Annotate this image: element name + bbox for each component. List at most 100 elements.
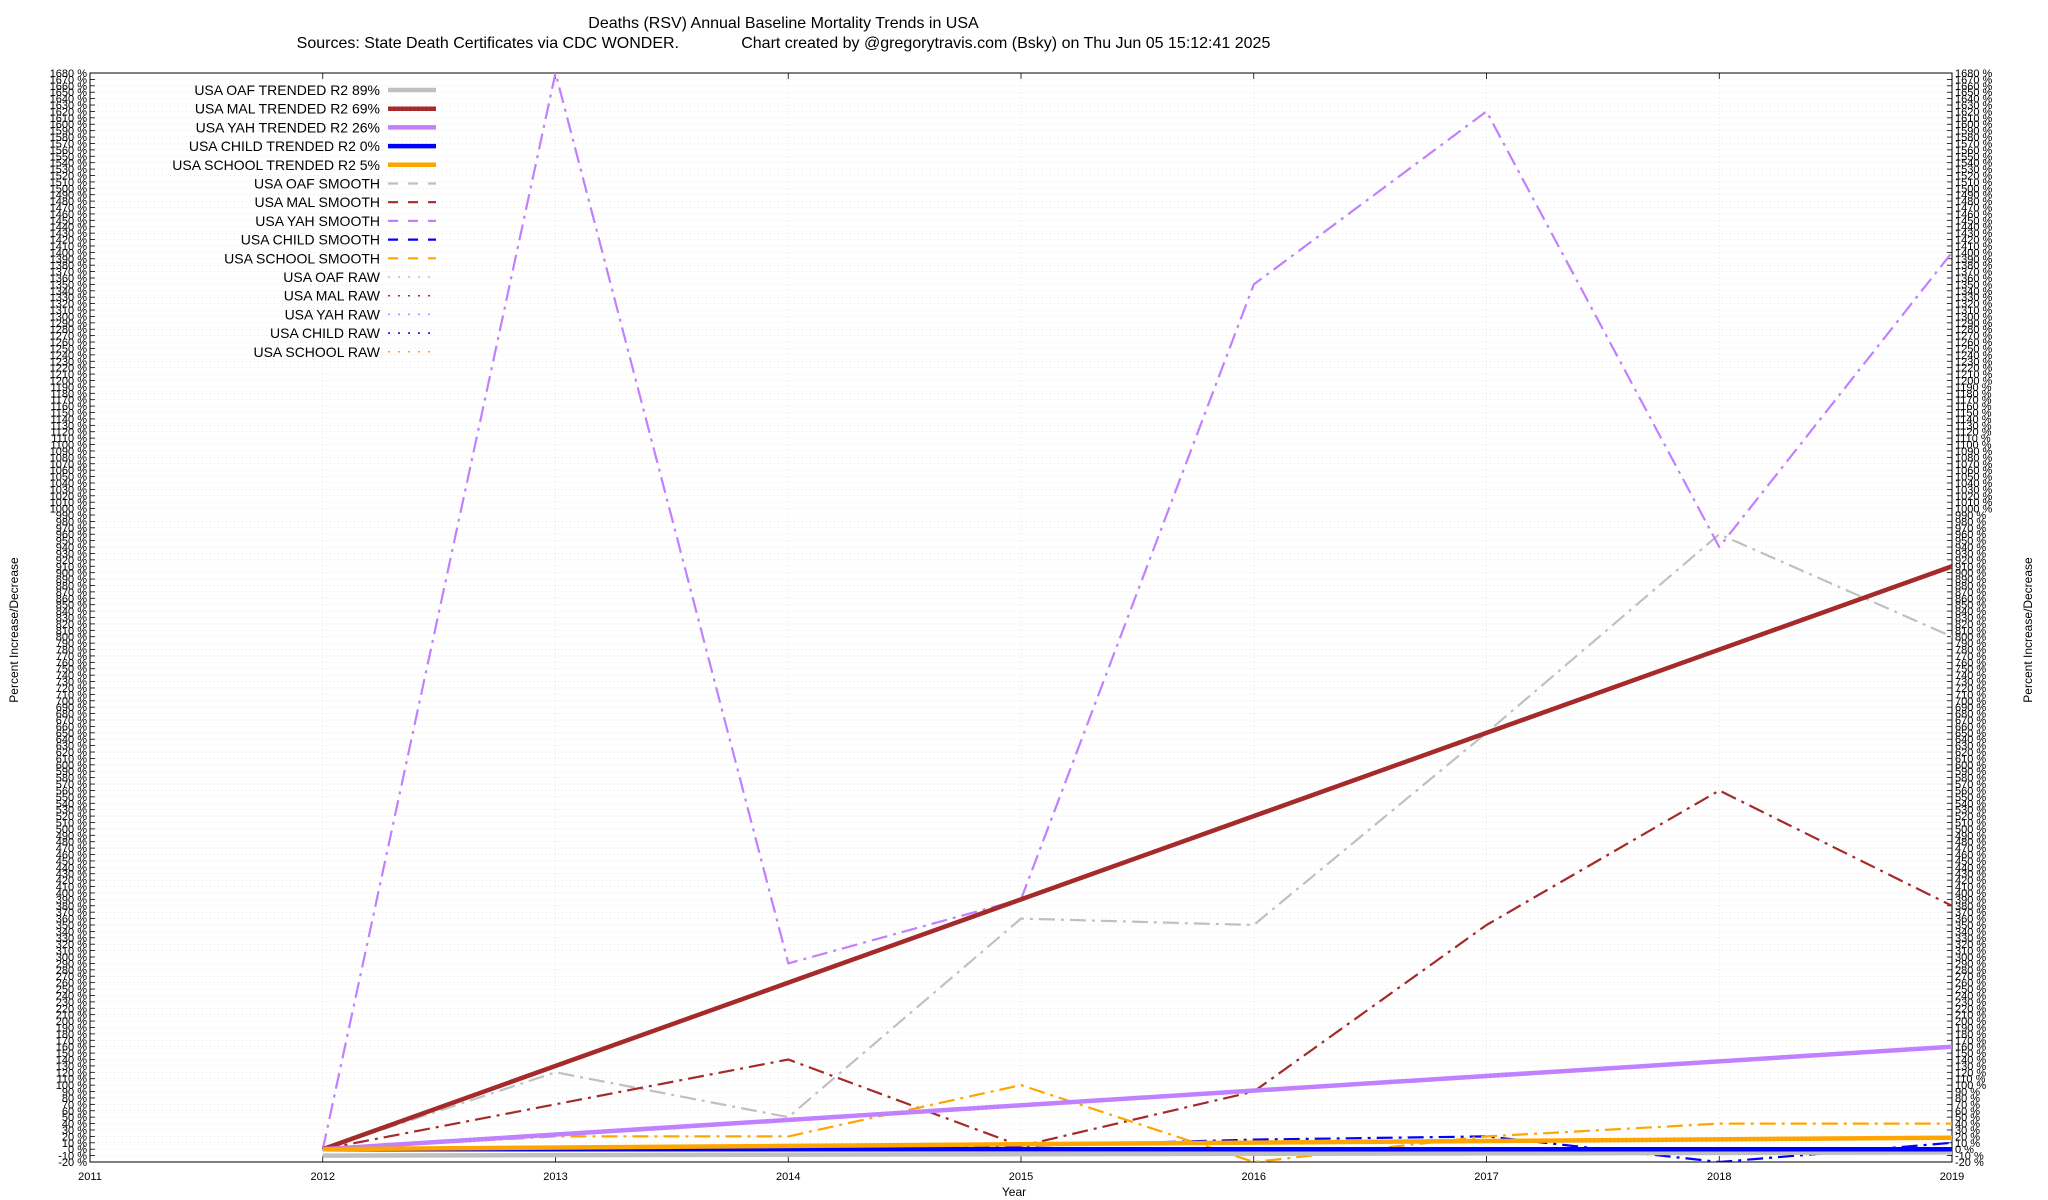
y2-tick-label: 1460 % bbox=[1955, 209, 1993, 221]
y2-tick-label: 1070 % bbox=[1955, 459, 1993, 471]
y-tick-label: 1230 % bbox=[50, 356, 88, 368]
y2-tick-label: 620 % bbox=[1955, 747, 1986, 759]
y2-tick-label: 650 % bbox=[1955, 728, 1986, 740]
y-tick-label: 370 % bbox=[56, 907, 87, 919]
y-tick-label: 850 % bbox=[56, 600, 87, 612]
x-tick-label: 2016 bbox=[1242, 1171, 1266, 1183]
y2-tick-label: 640 % bbox=[1955, 734, 1986, 746]
y2-tick-label: 170 % bbox=[1955, 1035, 1986, 1047]
y2-tick-label: 380 % bbox=[1955, 901, 1986, 913]
series-usa-school-smooth bbox=[322, 1083, 1952, 1162]
legend-label: USA CHILD SMOOTH bbox=[241, 232, 380, 248]
y-tick-label: 1360 % bbox=[50, 273, 88, 285]
y-tick-label: 320 % bbox=[56, 939, 87, 951]
y-tick-label: 500 % bbox=[56, 824, 87, 836]
y-tick-label: 430 % bbox=[56, 869, 87, 881]
y-tick-label: 540 % bbox=[56, 798, 87, 810]
y2-tick-label: 1100 % bbox=[1955, 440, 1992, 452]
y-tick-label: 770 % bbox=[56, 651, 87, 663]
y-tick-label: 380 % bbox=[56, 901, 87, 913]
y-tick-label: 840 % bbox=[56, 606, 87, 618]
y-tick-label: 140 % bbox=[56, 1055, 87, 1067]
y2-tick-label: 220 % bbox=[1955, 1003, 1986, 1015]
x-tick-label: 2019 bbox=[1940, 1171, 1964, 1183]
y-tick-label: 230 % bbox=[56, 997, 87, 1009]
y-tick-label: 1350 % bbox=[50, 279, 88, 291]
y2-tick-label: 1170 % bbox=[1955, 395, 1992, 407]
y2-tick-label: 1610 % bbox=[1955, 113, 1993, 125]
y-tick-label: 100 % bbox=[56, 1080, 87, 1092]
y2-tick-label: 1540 % bbox=[1955, 158, 1993, 170]
y2-tick-label: 1210 % bbox=[1955, 369, 1993, 381]
y-tick-label: 1580 % bbox=[50, 132, 88, 144]
y2-tick-label: 780 % bbox=[1955, 645, 1986, 657]
y2-tick-label: 1580 % bbox=[1955, 132, 1993, 144]
y-tick-label: 1290 % bbox=[50, 318, 88, 330]
y-tick-label: 260 % bbox=[56, 978, 87, 990]
y2-tick-label: 1400 % bbox=[1955, 247, 1993, 259]
y2-tick-label: 910 % bbox=[1955, 561, 1986, 573]
y-tick-label: 340 % bbox=[56, 926, 87, 938]
y-tick-label: 690 % bbox=[56, 702, 87, 714]
y2-tick-label: 1040 % bbox=[1955, 478, 1993, 490]
y2-tick-label: 40 % bbox=[1955, 1119, 1980, 1131]
y2-tick-label: 360 % bbox=[1955, 914, 1986, 926]
y2-tick-label: 1430 % bbox=[1955, 228, 1993, 240]
y2-tick-label: 260 % bbox=[1955, 978, 1986, 990]
y-tick-label: 640 % bbox=[56, 734, 87, 746]
y-tick-label: 800 % bbox=[56, 632, 87, 644]
y-tick-label: 390 % bbox=[56, 894, 87, 906]
y2-tick-label: 1470 % bbox=[1955, 203, 1993, 215]
x-tick-label: 2017 bbox=[1474, 1171, 1498, 1183]
y2-tick-label: 1410 % bbox=[1955, 241, 1993, 253]
y2-tick-label: 1500 % bbox=[1955, 183, 1993, 195]
y-tick-label: 1050 % bbox=[50, 472, 88, 484]
y-tick-label: 620 % bbox=[56, 747, 87, 759]
y2-tick-label: 1330 % bbox=[1955, 292, 1993, 304]
y-tick-label: 1200 % bbox=[50, 375, 88, 387]
y2-tick-label: 1270 % bbox=[1955, 331, 1993, 343]
y2-tick-label: 1650 % bbox=[1955, 87, 1993, 99]
chart-title: Deaths (RSV) Annual Baseline Mortality T… bbox=[588, 15, 979, 32]
y-tick-label: 950 % bbox=[56, 536, 87, 548]
y2-tick-label: 930 % bbox=[1955, 548, 1986, 560]
y2-tick-label: 1680 % bbox=[1955, 68, 1993, 80]
y-tick-label: 590 % bbox=[56, 766, 87, 778]
y2-tick-label: 560 % bbox=[1955, 785, 1986, 797]
y-tick-label: 0 % bbox=[68, 1144, 87, 1156]
y2-tick-label: 1670 % bbox=[1955, 74, 1993, 86]
y2-tick-label: 1230 % bbox=[1955, 356, 1993, 368]
y-tick-label: 1650 % bbox=[50, 87, 88, 99]
y-tick-label: 290 % bbox=[56, 958, 87, 970]
y2-tick-label: 1630 % bbox=[1955, 100, 1993, 112]
y2-tick-label: 1250 % bbox=[1955, 343, 1993, 355]
y2-tick-label: 920 % bbox=[1955, 555, 1986, 567]
y-tick-label: 450 % bbox=[56, 856, 87, 868]
y2-tick-label: 900 % bbox=[1955, 568, 1986, 580]
y2-tick-label: 730 % bbox=[1955, 677, 1986, 689]
plot-frame bbox=[89, 72, 1953, 1163]
y-tick-label: 50 % bbox=[62, 1112, 87, 1124]
y2-tick-label: 740 % bbox=[1955, 670, 1986, 682]
y-tick-label: 1320 % bbox=[50, 299, 88, 311]
y2-tick-label: 20 % bbox=[1955, 1131, 1980, 1143]
y-tick-label: 630 % bbox=[56, 741, 87, 753]
y-tick-label: 1180 % bbox=[51, 388, 88, 400]
y2-tick-label: 1320 % bbox=[1955, 299, 1993, 311]
y2-tick-label: 990 % bbox=[1955, 510, 1986, 522]
y-tick-label: 1250 % bbox=[50, 343, 88, 355]
y2-tick-label: 420 % bbox=[1955, 875, 1986, 887]
y-tick-label: 1560 % bbox=[50, 145, 88, 157]
y2-tick-label: 1360 % bbox=[1955, 273, 1993, 285]
y-tick-label: 350 % bbox=[56, 920, 87, 932]
y-tick-label: 1550 % bbox=[50, 151, 88, 163]
y-tick-label: 150 % bbox=[56, 1048, 87, 1060]
y2-tick-label: 960 % bbox=[1955, 529, 1986, 541]
y-tick-label: 1120 % bbox=[51, 427, 88, 439]
y2-tick-label: 850 % bbox=[1955, 600, 1986, 612]
legend-label: USA MAL RAW bbox=[284, 288, 381, 304]
y2-tick-label: 530 % bbox=[1955, 805, 1986, 817]
y-tick-label: 650 % bbox=[56, 728, 87, 740]
legend-label: USA OAF RAW bbox=[283, 269, 381, 285]
y2-tick-label: 890 % bbox=[1955, 574, 1986, 586]
